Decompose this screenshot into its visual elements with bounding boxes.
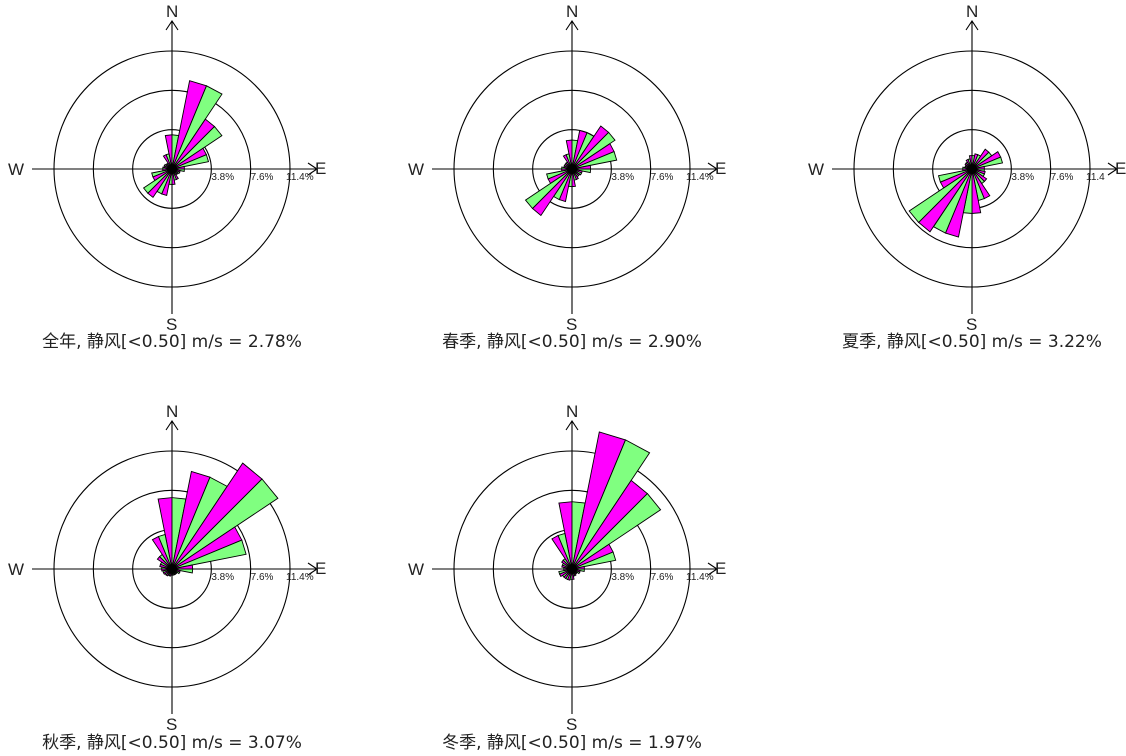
compass-w: W <box>8 560 24 579</box>
sector-NNW-right <box>565 153 573 170</box>
wind-rose-annual: 3.8% 7.6% 11.4% N E S W 全年, 静风[<0.50] m/s = 2.7… <box>8 2 326 352</box>
sector-SW-right <box>908 168 973 224</box>
ring-label: 7.6% <box>1051 172 1074 183</box>
rose-caption: 秋季, 静风[<0.50] m/s = 3.07% <box>42 733 302 753</box>
compass-n: N <box>566 402 578 421</box>
ring-label: 7.6% <box>651 172 674 183</box>
sector-ENE-right <box>571 150 618 170</box>
ring-label: 3.8% <box>211 572 234 583</box>
sector-ENE-right <box>171 154 210 170</box>
north-arrow <box>165 420 179 431</box>
compass-n: N <box>966 2 978 21</box>
sector-WSW-right <box>546 168 573 180</box>
sector-NNW-right <box>165 153 173 170</box>
compass-e: E <box>315 159 326 178</box>
wind-rose-autumn: 3.8% 7.6% 11.4% N E S W 秋季, 静风[<0.50] m/s = 3.0… <box>8 402 326 753</box>
ring-label: 3.8% <box>611 172 634 183</box>
wind-rose-spring: 3.8% 7.6% 11.4% N E S W 春季, 静风[<0.50] m/s = 2.9… <box>408 2 726 352</box>
compass-e: E <box>1115 159 1126 178</box>
compass-w: W <box>408 560 424 579</box>
ring-label: 7.6% <box>251 572 274 583</box>
compass-w: W <box>408 160 424 179</box>
sector-ENE-right <box>971 156 1004 170</box>
sector-ENE-right <box>571 551 617 570</box>
sector-NNW-right <box>967 158 973 170</box>
compass-w: W <box>808 160 824 179</box>
ring-label: 3.8% <box>211 172 234 183</box>
ring-label: 11.4% <box>286 172 314 183</box>
sector-WSW-right <box>151 168 173 178</box>
sector-NE-right <box>571 492 662 570</box>
east-arrow <box>707 162 718 176</box>
compass-s: S <box>966 315 977 334</box>
east-arrow <box>1107 162 1118 176</box>
compass-w: W <box>8 160 24 179</box>
sector-NNW-right <box>157 533 173 570</box>
north-arrow <box>165 20 179 31</box>
east-arrow <box>307 162 318 176</box>
ring-label: 7.6% <box>251 172 274 183</box>
compass-s: S <box>166 715 177 734</box>
east-arrow <box>707 562 718 576</box>
compass-e: E <box>715 559 726 578</box>
ring-label: 11.4 <box>1086 172 1105 183</box>
east-arrow <box>307 562 318 576</box>
ring-label: 3.8% <box>611 572 634 583</box>
compass-e: E <box>715 159 726 178</box>
north-arrow <box>565 420 579 431</box>
sector-ENE-right <box>171 539 247 570</box>
rose-caption: 春季, 静风[<0.50] m/s = 2.90% <box>442 332 702 352</box>
wind-rose-summer: 3.8% 7.6% 11.4 N E S W 夏季, 静风[<0.50] m/s = 3.22… <box>808 2 1126 352</box>
rose-caption: 冬季, 静风[<0.50] m/s = 1.97% <box>442 733 702 753</box>
rose-caption: 全年, 静风[<0.50] m/s = 2.78% <box>42 332 302 352</box>
ring-label: 3.8% <box>1011 172 1034 183</box>
compass-n: N <box>166 402 178 421</box>
ring-label: 11.4% <box>686 172 714 183</box>
ring-label: 11.4% <box>686 572 714 583</box>
compass-n: N <box>566 2 578 21</box>
wind-rose-winter: 3.8% 7.6% 11.4% N E S W 冬季, 静风[<0.50] m/s = 1.9… <box>408 402 726 753</box>
rose-caption: 夏季, 静风[<0.50] m/s = 3.22% <box>842 332 1102 352</box>
compass-s: S <box>566 715 577 734</box>
compass-s: S <box>566 315 577 334</box>
ring-label: 7.6% <box>651 572 674 583</box>
compass-s: S <box>166 315 177 334</box>
sector-WSW-right <box>937 168 973 183</box>
compass-n: N <box>166 2 178 21</box>
sector-NNW-right <box>557 532 573 570</box>
sector-SW-right <box>524 168 573 210</box>
compass-e: E <box>315 559 326 578</box>
ring-label: 11.4% <box>286 572 314 583</box>
north-arrow <box>565 20 579 31</box>
north-arrow <box>965 20 979 31</box>
